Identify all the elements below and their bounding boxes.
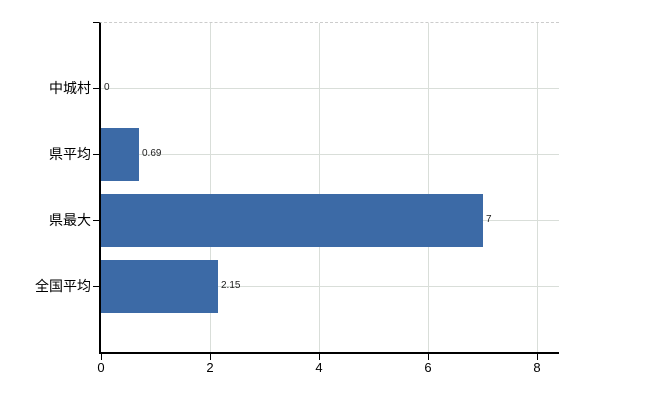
bar-value-label: 0 — [104, 82, 110, 93]
x-axis-tick — [537, 354, 538, 360]
bar — [101, 128, 139, 181]
category-label: 県最大 — [49, 212, 91, 228]
x-axis-tick — [101, 354, 102, 360]
category-label: 全国平均 — [35, 278, 91, 294]
y-axis-tick — [93, 154, 99, 155]
y-axis-tick — [93, 88, 99, 89]
x-axis-tick — [319, 354, 320, 360]
x-axis-tick-label: 4 — [315, 360, 323, 375]
bar-value-label: 2.15 — [221, 280, 241, 291]
vertical-gridline — [537, 23, 538, 352]
vertical-gridline — [319, 23, 320, 352]
y-axis-tick — [93, 286, 99, 287]
y-axis-tick — [93, 220, 99, 221]
category-label: 中城村 — [49, 80, 91, 96]
bar — [101, 194, 483, 247]
y-axis-top-tick — [93, 22, 99, 23]
horizontal-gridline — [101, 286, 559, 287]
bar — [101, 260, 218, 313]
plot-area: 0 0.69 7 2.15 — [99, 22, 559, 354]
bar-value-label: 7 — [486, 214, 492, 225]
x-axis-tick-label: 6 — [424, 360, 432, 375]
vertical-gridline — [428, 23, 429, 352]
x-axis-tick — [428, 354, 429, 360]
category-label: 県平均 — [49, 146, 91, 162]
x-axis-tick — [210, 354, 211, 360]
vertical-gridline — [210, 23, 211, 352]
bar-value-label: 0.69 — [142, 148, 162, 159]
horizontal-gridline — [101, 88, 559, 89]
x-axis-tick-label: 0 — [97, 360, 105, 375]
x-axis-tick-label: 8 — [533, 360, 541, 375]
horizontal-gridline — [101, 154, 559, 155]
x-axis-tick-label: 2 — [206, 360, 214, 375]
